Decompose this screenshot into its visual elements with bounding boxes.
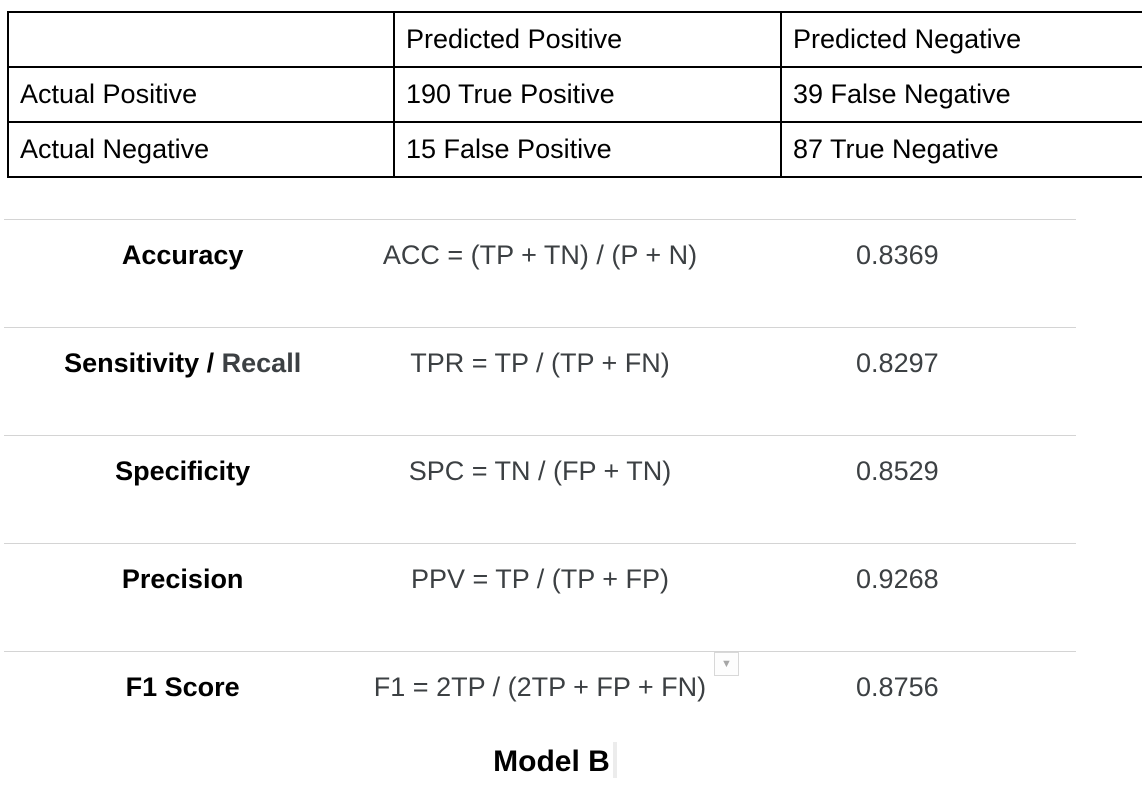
model-label: Model B (493, 745, 610, 778)
table-row: Actual Negative 15 False Positive 87 Tru… (7, 121, 1142, 178)
metric-value: 0.8756 (856, 672, 939, 702)
cell-false-negative: 39 False Negative (780, 66, 1142, 123)
metric-row-sensitivity-recall: Sensitivity / Recall TPR = TP / (TP + FN… (4, 327, 1076, 435)
row-header-actual-positive: Actual Positive (7, 66, 395, 123)
metric-value: 0.8297 (856, 348, 939, 378)
column-header-predicted-positive: Predicted Positive (393, 11, 782, 68)
cell-true-negative: 87 True Negative (780, 121, 1142, 178)
corner-cell (7, 11, 395, 68)
text-cursor (612, 742, 617, 778)
caption-line: Model B (0, 742, 1110, 781)
metric-label: Specificity (115, 456, 251, 486)
metric-formula: F1 = 2TP / (2TP + FP + FN) (373, 672, 707, 702)
metric-formula: SPC = TN / (FP + TN) (408, 456, 672, 486)
row-header-actual-negative: Actual Negative (7, 121, 395, 178)
column-header-predicted-negative: Predicted Negative (780, 11, 1142, 68)
metric-label: Precision (121, 564, 244, 594)
metric-value: 0.8369 (856, 240, 939, 270)
metric-row-precision: Precision PPV = TP / (TP + FP) 0.9268 (4, 543, 1076, 651)
dropdown-button[interactable]: ▼ (714, 652, 739, 676)
cell-true-positive: 190 True Positive (393, 66, 782, 123)
table-row: Predicted Positive Predicted Negative (7, 11, 1142, 68)
metric-label: Accuracy (121, 240, 244, 270)
metric-row-f1-score: F1 Score F1 = 2TP / (2TP + FP + FN) 0.87… (4, 651, 1076, 751)
metric-row-accuracy: Accuracy ACC = (TP + TN) / (P + N) 0.836… (4, 219, 1076, 327)
metric-row-specificity: Specificity SPC = TN / (FP + TN) 0.8529 (4, 435, 1076, 543)
metric-formula: TPR = TP / (TP + FN) (410, 348, 670, 378)
metric-value: 0.8529 (856, 456, 939, 486)
chevron-down-icon: ▼ (721, 658, 732, 670)
metrics-table: Accuracy ACC = (TP + TN) / (P + N) 0.836… (4, 219, 1076, 751)
table-row: Actual Positive 190 True Positive 39 Fal… (7, 66, 1142, 123)
metric-label: Sensitivity / Recall (64, 348, 302, 378)
metric-formula: PPV = TP / (TP + FP) (410, 564, 670, 594)
metric-value: 0.9268 (856, 564, 939, 594)
metric-label: F1 Score (125, 672, 240, 702)
metric-formula: ACC = (TP + TN) / (P + N) (382, 240, 698, 270)
cell-false-positive: 15 False Positive (393, 121, 782, 178)
confusion-matrix-table: Predicted Positive Predicted Negative Ac… (7, 11, 1142, 178)
